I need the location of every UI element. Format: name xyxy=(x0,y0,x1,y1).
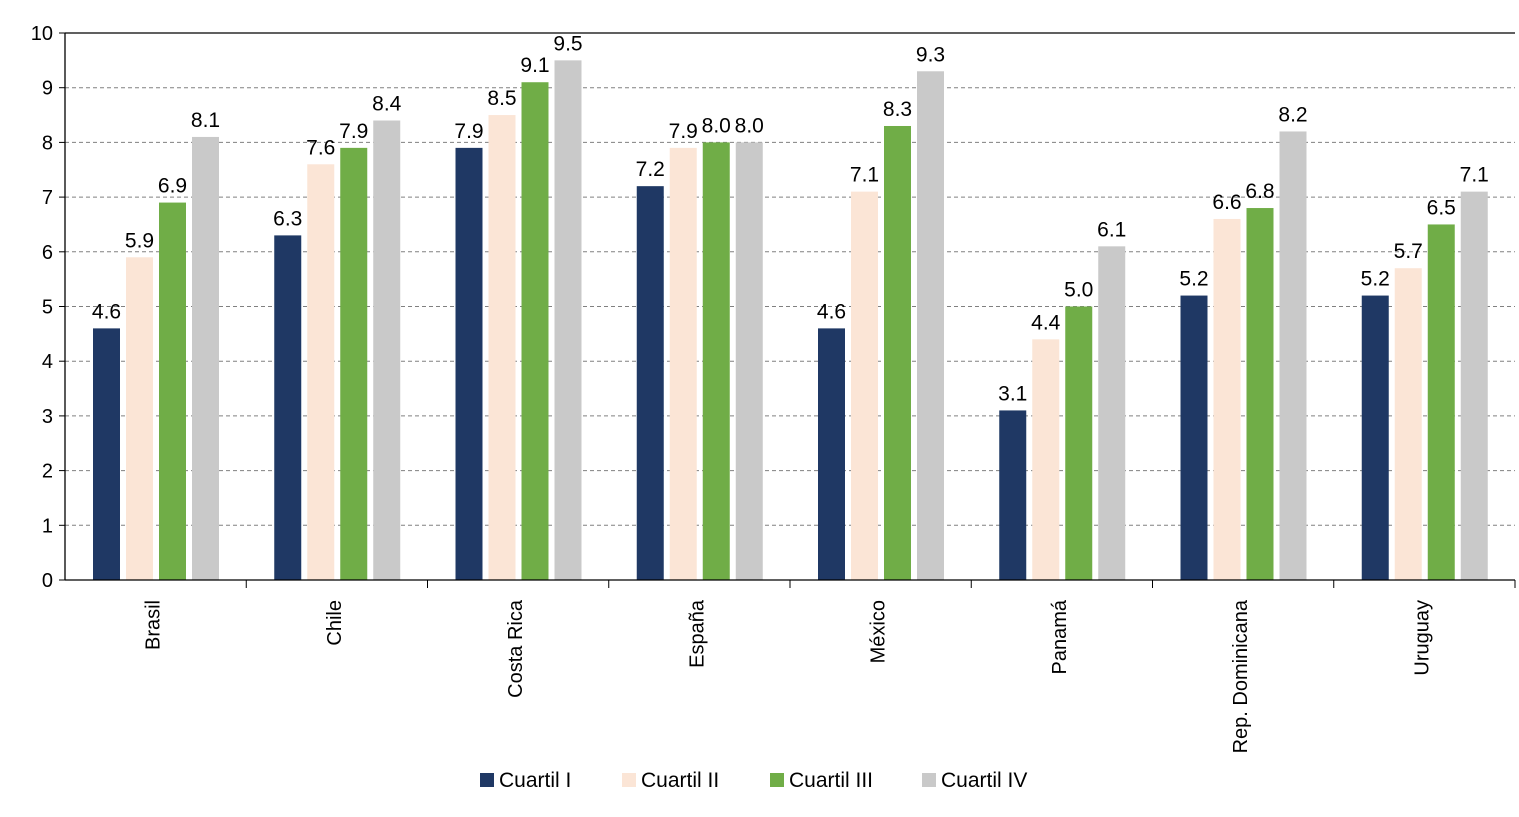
data-label: 5.2 xyxy=(1179,268,1208,291)
bar xyxy=(999,410,1027,580)
bar xyxy=(735,142,763,580)
data-label: 6.1 xyxy=(1097,218,1126,241)
y-tick-label: 8 xyxy=(42,132,53,154)
legend-label: Cuartil I xyxy=(499,769,571,792)
data-label: 8.0 xyxy=(702,114,731,137)
data-label: 5.2 xyxy=(1361,268,1390,291)
data-label: 7.9 xyxy=(454,120,483,143)
bar xyxy=(702,142,730,580)
bar xyxy=(1361,295,1389,580)
legend-swatch xyxy=(480,773,494,787)
legend-swatch xyxy=(922,773,936,787)
gridlines xyxy=(65,32,1515,526)
legend-label: Cuartil III xyxy=(789,769,873,792)
bar xyxy=(636,186,664,580)
bar xyxy=(455,147,483,580)
bar xyxy=(1065,306,1093,580)
bar xyxy=(274,235,302,580)
bar xyxy=(1246,208,1274,581)
bar xyxy=(1394,268,1422,580)
x-tick-label: Rep. Dominicana xyxy=(1230,599,1252,753)
data-label: 4.4 xyxy=(1031,311,1061,334)
bar xyxy=(1279,131,1307,580)
data-label: 7.6 xyxy=(306,136,335,159)
y-tick-label: 6 xyxy=(42,242,53,264)
legend-swatch xyxy=(770,773,784,787)
axes: 0 1 2 3 4 5 6 7 8 9 10 Brasil Chile Costa Rica España M… xyxy=(31,23,1516,753)
y-tick-label: 0 xyxy=(42,570,53,592)
x-tick-label: Uruguay xyxy=(1411,600,1433,676)
bar xyxy=(1180,295,1208,580)
bar xyxy=(1213,218,1241,581)
bar xyxy=(851,191,878,580)
data-label: 6.9 xyxy=(158,175,187,198)
bar xyxy=(1427,224,1455,580)
data-label: 8.2 xyxy=(1278,103,1307,126)
bar xyxy=(884,125,911,581)
bar xyxy=(1032,339,1060,580)
data-label: 8.4 xyxy=(372,93,402,116)
legend-swatch xyxy=(622,773,636,787)
x-tick-label: Brasil xyxy=(143,600,165,650)
bar xyxy=(554,60,582,581)
x-tick-label: México xyxy=(868,600,890,663)
data-label: 7.1 xyxy=(850,164,879,187)
bar xyxy=(521,82,549,580)
legend-label: Cuartil IV xyxy=(941,769,1027,792)
data-label: 7.9 xyxy=(669,120,698,143)
data-label: 6.3 xyxy=(273,207,302,230)
data-label: 5.7 xyxy=(1394,240,1423,263)
data-labels: 4.66.37.97.24.63.15.2 5.25.97.68.57.97.14… xyxy=(92,32,1489,405)
bar xyxy=(192,136,219,580)
data-label: 8.1 xyxy=(191,109,220,132)
x-tick-label: Panamá xyxy=(1049,599,1071,674)
x-tick-label: Costa Rica xyxy=(505,599,527,698)
y-tick-label: 3 xyxy=(42,406,53,428)
bar xyxy=(488,115,516,581)
bar xyxy=(373,120,401,581)
data-label: 6.5 xyxy=(1427,196,1456,219)
bar xyxy=(93,328,120,580)
bar xyxy=(917,71,944,580)
data-label: 7.9 xyxy=(339,120,368,143)
data-label: 9.1 xyxy=(520,54,549,77)
bar xyxy=(1098,246,1126,580)
data-label: 9.3 xyxy=(916,43,945,66)
data-label: 7.1 xyxy=(1460,164,1489,187)
data-label: 3.1 xyxy=(998,382,1027,405)
y-tick-label: 5 xyxy=(42,297,53,319)
bar xyxy=(818,328,845,580)
y-tick-label: 1 xyxy=(42,515,53,537)
data-label: 8.0 xyxy=(735,114,764,137)
data-label: 7.2 xyxy=(636,158,665,181)
bars xyxy=(93,60,1488,581)
bar xyxy=(126,257,153,580)
x-tick-label: Chile xyxy=(324,600,346,646)
y-tick-label: 10 xyxy=(31,23,53,45)
y-tick-label: 7 xyxy=(42,187,53,209)
bar xyxy=(669,147,697,580)
legend-label: Cuartil II xyxy=(641,769,719,792)
data-label: 6.6 xyxy=(1212,191,1241,214)
data-label: 5.9 xyxy=(125,229,154,252)
bar xyxy=(1460,191,1488,580)
data-label: 5.0 xyxy=(1064,279,1093,302)
data-label: 6.8 xyxy=(1245,180,1274,203)
data-label: 8.5 xyxy=(487,87,516,110)
y-tick-label: 2 xyxy=(42,461,53,483)
y-tick-label: 9 xyxy=(42,78,53,100)
data-label: 9.5 xyxy=(553,32,582,55)
data-label: 4.6 xyxy=(92,300,121,323)
bar xyxy=(307,164,335,580)
legend: Cuartil I Cuartil II Cuartil III Cuartil IV xyxy=(480,769,1027,792)
y-tick-label: 4 xyxy=(42,351,53,373)
bar xyxy=(340,147,368,580)
bar xyxy=(159,202,186,580)
data-label: 8.3 xyxy=(883,98,912,121)
data-label: 4.6 xyxy=(817,300,846,323)
x-tick-label: España xyxy=(686,599,708,668)
